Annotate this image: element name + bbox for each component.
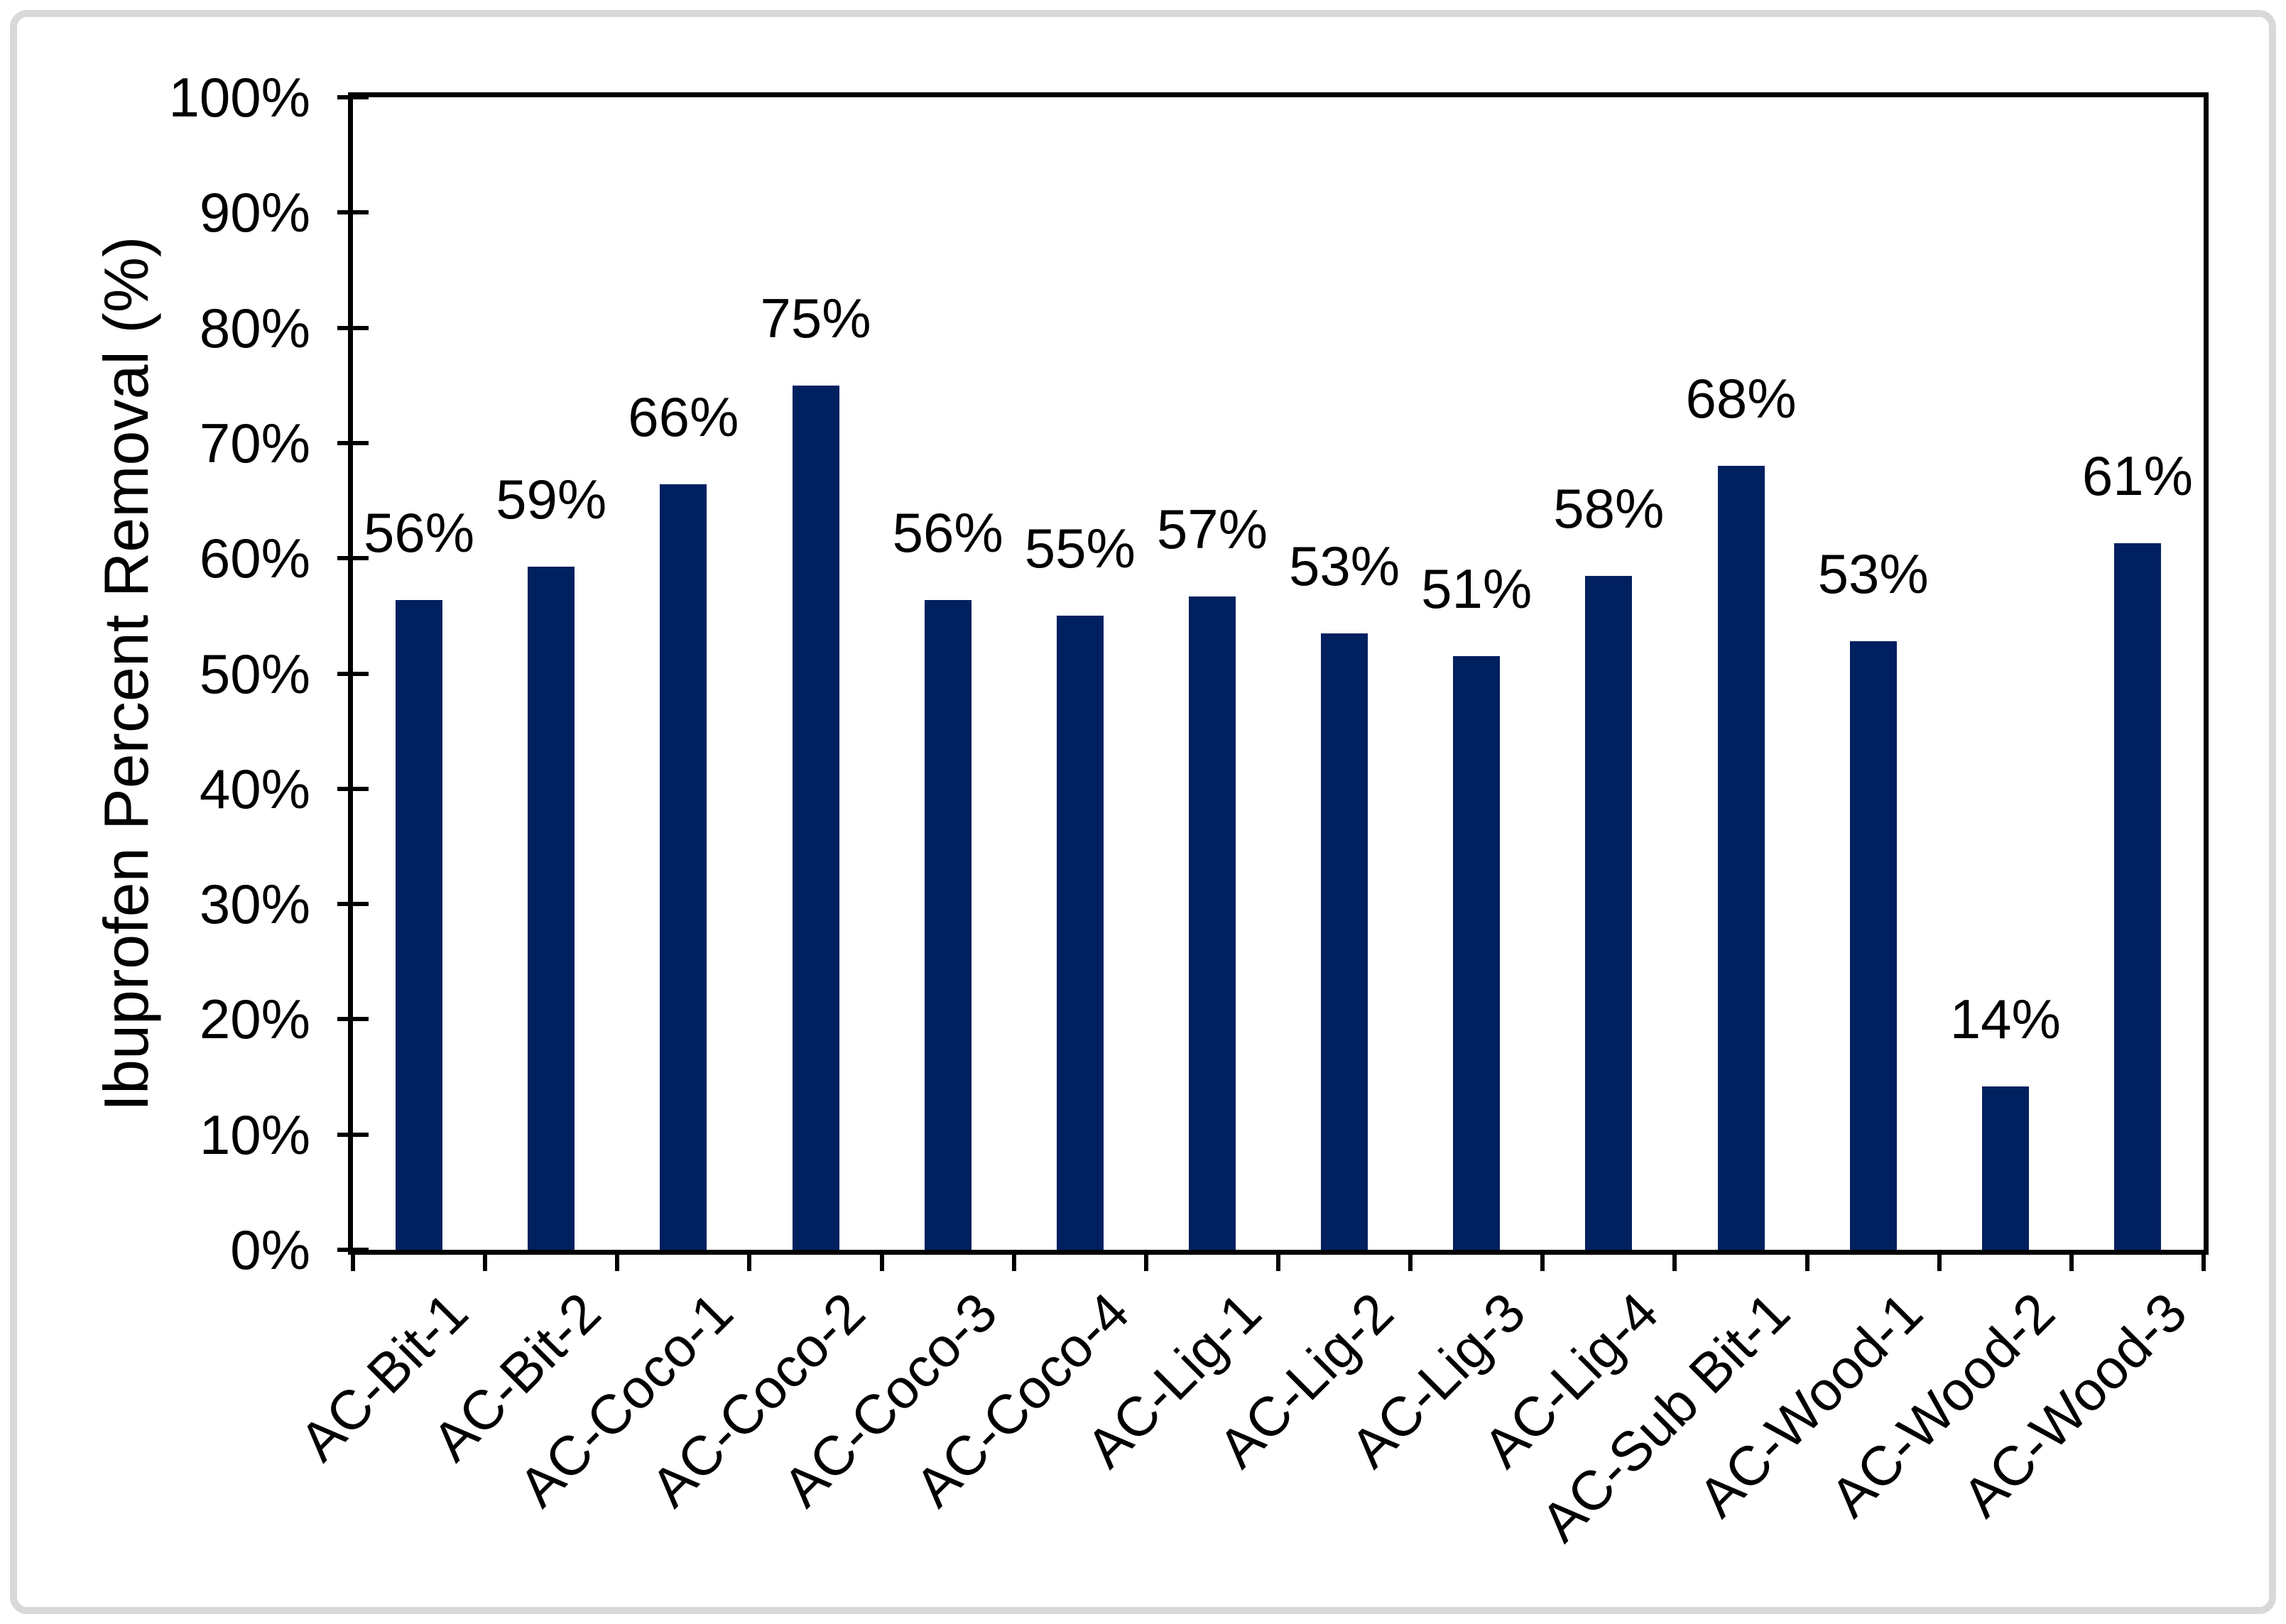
y-tick-label: 40% xyxy=(199,757,310,820)
x-tick xyxy=(1672,1250,1677,1271)
bar xyxy=(792,385,839,1250)
y-tick-label: 70% xyxy=(199,411,310,474)
x-tick xyxy=(1408,1250,1413,1271)
bar xyxy=(1585,575,1633,1250)
x-tick xyxy=(1540,1250,1545,1271)
x-tick xyxy=(351,1250,355,1271)
y-tick xyxy=(337,325,369,330)
bar-label: 55% xyxy=(1024,517,1136,580)
x-tick xyxy=(1011,1250,1016,1271)
bar xyxy=(1188,596,1236,1250)
bar xyxy=(1321,633,1368,1250)
bar-label: 56% xyxy=(892,501,1003,564)
bar xyxy=(1453,656,1501,1250)
bar-label: 53% xyxy=(1289,534,1400,597)
y-tick xyxy=(337,95,369,99)
bar-label: 59% xyxy=(496,467,607,530)
x-tick xyxy=(2201,1250,2206,1271)
bar-label: 14% xyxy=(1949,987,2061,1050)
y-tick xyxy=(337,671,369,676)
x-tick xyxy=(747,1250,752,1271)
y-tick-label: 30% xyxy=(199,873,310,936)
bar-label: 53% xyxy=(1817,543,1929,606)
bar-label: 75% xyxy=(760,286,871,349)
bar xyxy=(1717,466,1765,1250)
y-tick xyxy=(337,210,369,215)
y-tick-label: 50% xyxy=(199,642,310,705)
bar-label: 51% xyxy=(1421,557,1533,621)
bar xyxy=(1981,1086,2029,1250)
x-tick xyxy=(1143,1250,1148,1271)
bar xyxy=(1056,616,1104,1250)
y-tick-label: 100% xyxy=(168,66,311,129)
chart-border xyxy=(10,10,2276,1614)
y-tick xyxy=(337,556,369,561)
x-tick xyxy=(1276,1250,1280,1271)
bar xyxy=(2113,543,2161,1250)
y-tick-label: 0% xyxy=(230,1219,310,1281)
x-tick xyxy=(1805,1250,1809,1271)
bar-label: 61% xyxy=(2081,445,2193,508)
plot-area xyxy=(348,92,2209,1255)
y-tick xyxy=(337,786,369,791)
x-tick xyxy=(2069,1250,2074,1271)
y-tick xyxy=(337,902,369,907)
y-tick-label: 90% xyxy=(199,181,310,244)
bar xyxy=(1849,641,1897,1250)
bar xyxy=(528,566,575,1250)
bar xyxy=(660,484,707,1250)
y-tick-label: 10% xyxy=(199,1103,310,1166)
y-tick-label: 80% xyxy=(199,296,310,359)
x-tick xyxy=(879,1250,884,1271)
bar-label: 58% xyxy=(1553,476,1665,540)
y-tick-label: 60% xyxy=(199,527,310,590)
bar xyxy=(396,599,443,1250)
x-tick xyxy=(483,1250,488,1271)
bar-label: 57% xyxy=(1156,497,1268,560)
y-tick xyxy=(337,440,369,445)
bar-label: 66% xyxy=(628,386,739,449)
bar-label: 56% xyxy=(364,501,475,564)
bar xyxy=(924,599,971,1250)
y-tick-label: 20% xyxy=(199,988,310,1051)
bar-label: 68% xyxy=(1685,367,1797,430)
y-tick xyxy=(337,1017,369,1022)
x-tick xyxy=(615,1250,620,1271)
y-tick xyxy=(337,1132,369,1137)
x-tick xyxy=(1937,1250,1942,1271)
